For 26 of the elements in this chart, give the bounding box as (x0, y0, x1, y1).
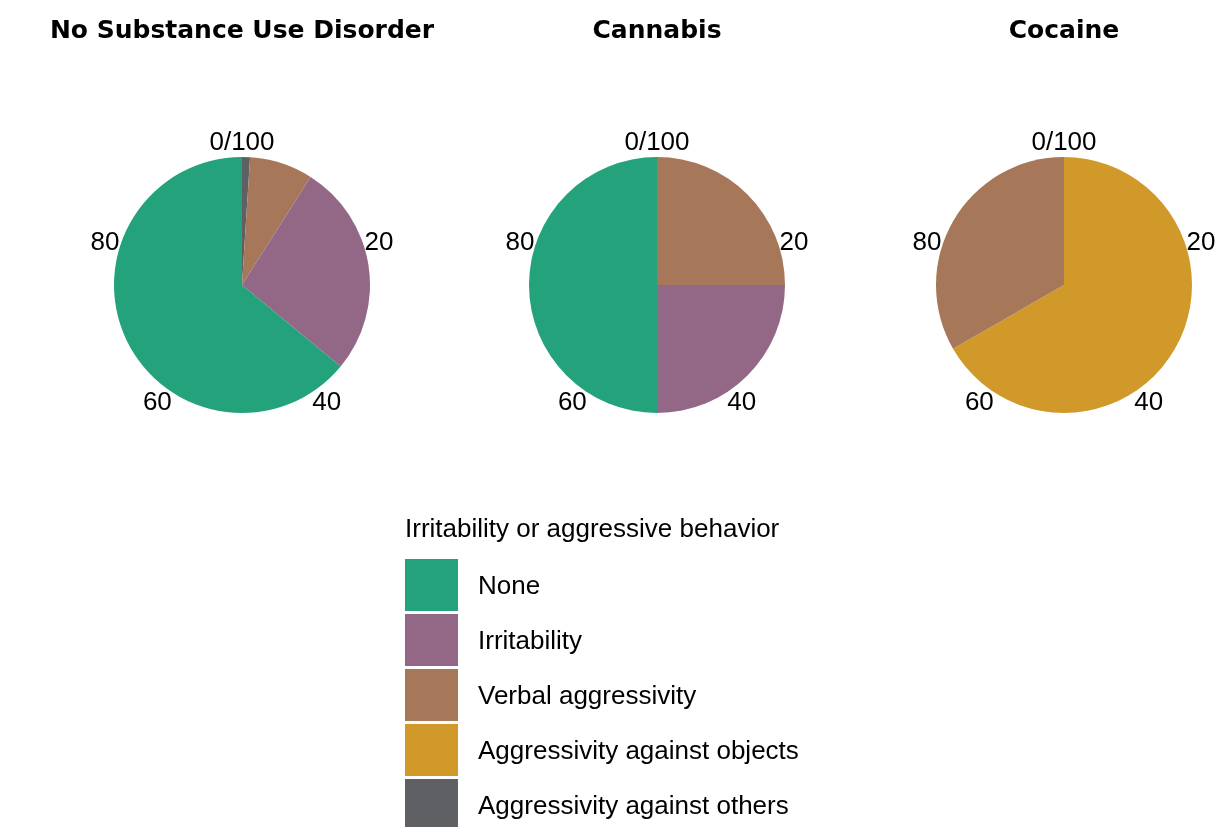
legend-label: Irritability (478, 625, 583, 655)
text: 80 (912, 225, 942, 256)
text: 60 (557, 386, 587, 417)
text: 40 (312, 386, 342, 417)
text: 80 (90, 225, 120, 256)
chart-title: Cannabis (592, 15, 722, 44)
text: 20 (779, 225, 809, 256)
pie-slice (242, 157, 311, 285)
text: 20 (364, 225, 394, 256)
text: 0/100 (1031, 126, 1097, 156)
chart-title: No Substance Use Disorder (49, 15, 435, 44)
text: 60 (964, 386, 994, 417)
text: 40 (1134, 386, 1164, 417)
legend-label: Aggressivity against others (478, 790, 789, 820)
text: 40 (727, 386, 757, 417)
legend-label: Aggressivity against objects (478, 735, 799, 765)
chart-title: Cocaine (1008, 15, 1120, 44)
pie-slice (657, 285, 785, 413)
text: 20 (1186, 225, 1216, 256)
legend-title: Irritability or aggressive behavior (405, 513, 780, 543)
text: 0/100 (209, 126, 275, 156)
legend-label: Verbal aggressivity (478, 680, 697, 710)
text: 0/100 (624, 126, 690, 156)
legend-label: None (478, 570, 541, 600)
text: 80 (505, 225, 535, 256)
text: 60 (142, 386, 172, 417)
